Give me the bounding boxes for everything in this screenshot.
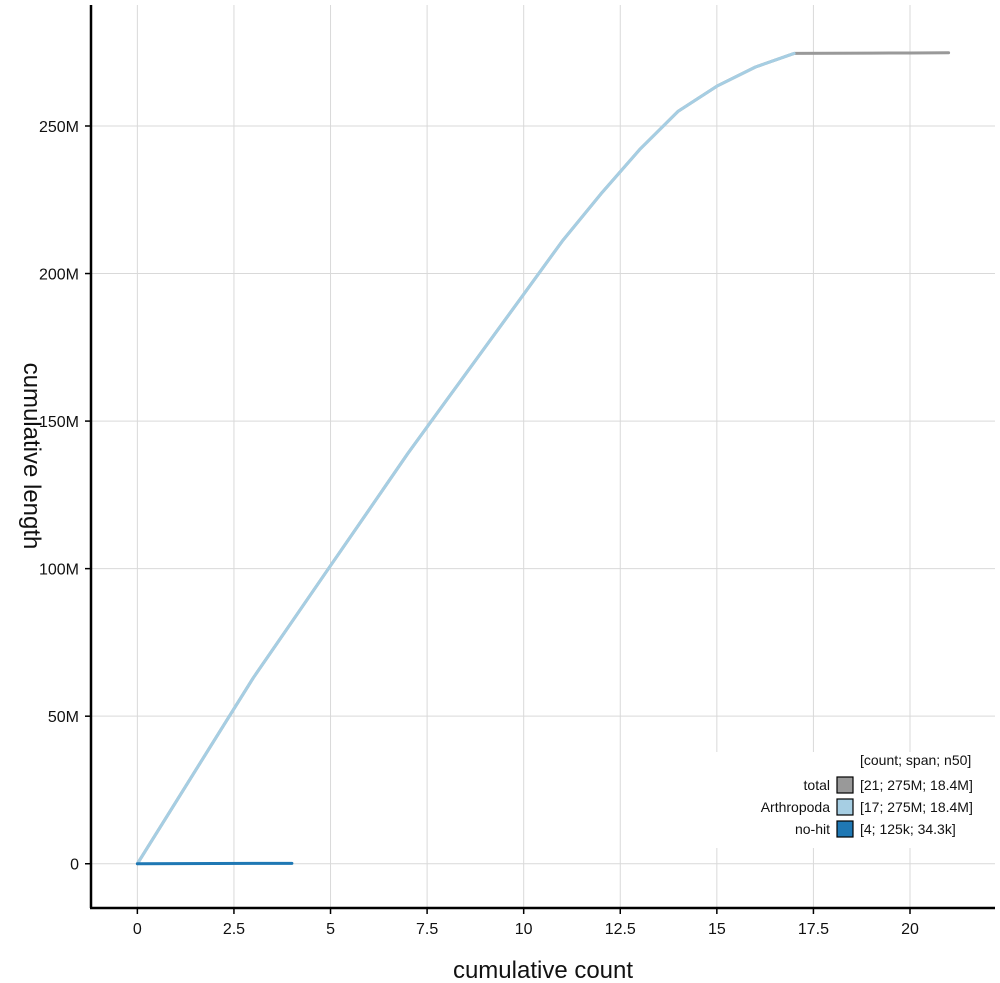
series-line-arthropoda <box>135 51 796 866</box>
legend-swatch <box>836 776 854 794</box>
legend-stats: [17; 275M; 18.4M] <box>860 799 973 815</box>
x-tick-label: 20 <box>901 921 919 938</box>
y-tick-label: 0 <box>70 857 79 874</box>
y-tick-label: 50M <box>48 709 79 726</box>
y-tick-label: 150M <box>39 414 79 431</box>
series-lines <box>135 51 951 866</box>
x-tick-label: 12.5 <box>605 921 636 938</box>
x-tick-label: 17.5 <box>798 921 829 938</box>
axes <box>89 5 995 910</box>
legend-stats: [21; 275M; 18.4M] <box>860 777 973 793</box>
y-tick-label: 250M <box>39 119 79 136</box>
series-line-total <box>135 51 951 866</box>
y-tick-label: 100M <box>39 562 79 579</box>
legend-label: total <box>804 777 830 793</box>
x-tick-label: 5 <box>326 921 335 938</box>
x-axis-title: cumulative count <box>453 957 633 983</box>
grid-lines <box>91 5 995 908</box>
x-tick-label: 2.5 <box>223 921 245 938</box>
legend-swatch <box>836 798 854 816</box>
x-tick-label: 10 <box>515 921 533 938</box>
y-axis-title: cumulative length <box>18 363 45 550</box>
legend-stats: [4; 125k; 34.3k] <box>860 821 956 837</box>
y-tick-label: 200M <box>39 267 79 284</box>
legend-label: Arthropoda <box>761 799 830 815</box>
x-tick-label: 15 <box>708 921 726 938</box>
x-tick-label: 0 <box>133 921 142 938</box>
legend-label: no-hit <box>795 821 830 837</box>
legend-swatch <box>836 820 854 838</box>
tick-labels: 0 2.5 5 7.5 10 12.5 15 17.5 20 0 50M 100M 150M 200M 25… <box>39 119 919 938</box>
legend-header: [count; span; n50] <box>860 752 971 768</box>
x-tick-label: 7.5 <box>416 921 438 938</box>
legend: [count; span; n50] total [21; 275M; 18.4M… <box>716 752 982 848</box>
